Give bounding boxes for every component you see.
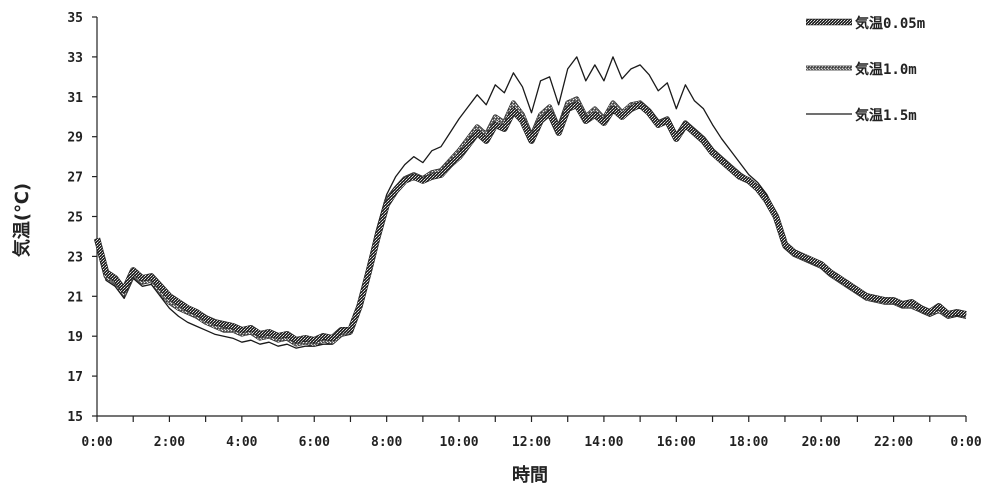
y-tick-label: 27 (67, 171, 83, 186)
y-tick-label: 15 (67, 410, 83, 425)
x-tick-label: 14:00 (584, 435, 623, 450)
x-tick-label: 0:00 (950, 435, 981, 450)
legend-label: 気温1.0m (855, 61, 917, 78)
series-lines (93, 56, 967, 349)
x-tick-label: 0:00 (81, 435, 112, 450)
x-tick-label: 4:00 (226, 435, 257, 450)
y-ticks: 15 17 19 21 23 25 27 29 31 33 35 (67, 11, 97, 425)
chart-axes (96, 17, 966, 417)
series-line-0 (94, 102, 967, 343)
y-tick-label: 31 (67, 91, 83, 106)
y-tick-label: 19 (67, 330, 83, 345)
y-tick-label: 33 (67, 51, 83, 66)
x-axis-title: 時間 (512, 465, 548, 486)
x-tick-label: 8:00 (371, 435, 402, 450)
x-ticks: 0:00 2:00 4:00 6:00 8:00 10:00 12:00 14:00 16:00… (81, 416, 982, 450)
x-tick-label: 6:00 (299, 435, 330, 450)
y-tick-label: 35 (67, 11, 83, 26)
x-tick-label: 2:00 (154, 435, 185, 450)
legend-item: 気温1.0m (806, 61, 917, 78)
series-line-2 (96, 56, 967, 349)
legend-label: 気温0.05m (855, 15, 925, 32)
legend-item: 気温0.05m (806, 15, 925, 32)
legend: 気温0.05m 気温1.0m 気温1.5m (806, 15, 925, 124)
legend-label: 気温1.5m (855, 107, 917, 124)
x-tick-label: 16:00 (657, 435, 696, 450)
y-tick-label: 29 (67, 131, 83, 146)
x-tick-label: 20:00 (802, 435, 841, 450)
y-tick-label: 23 (67, 250, 83, 265)
y-axis-title: 気温(℃) (11, 183, 33, 257)
x-tick-label: 12:00 (512, 435, 551, 450)
x-tick-label: 10:00 (440, 435, 479, 450)
x-tick-label: 18:00 (729, 435, 768, 450)
y-tick-label: 21 (67, 290, 83, 305)
legend-item: 気温1.5m (806, 107, 917, 124)
x-tick-label: 22:00 (874, 435, 913, 450)
y-tick-label: 25 (67, 211, 83, 226)
y-tick-label: 17 (67, 370, 83, 385)
